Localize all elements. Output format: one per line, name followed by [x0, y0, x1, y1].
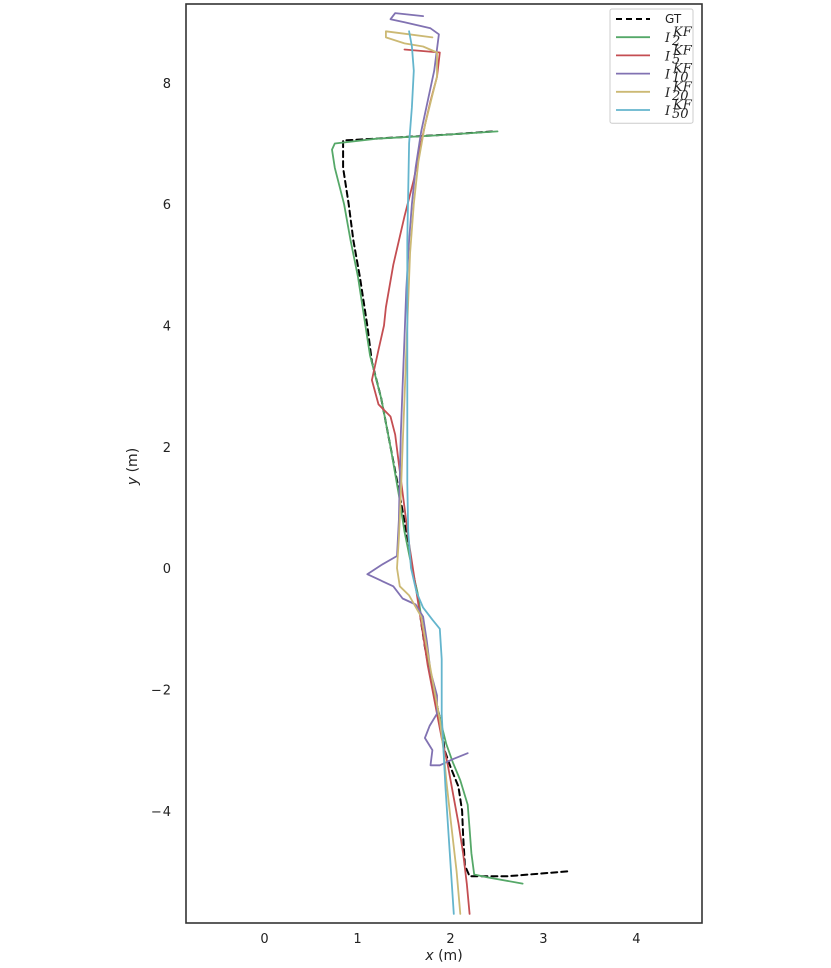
series-line-4 [385, 30, 462, 915]
svg-text:2: 2 [671, 34, 680, 49]
series-line-5 [406, 30, 455, 915]
svg-text:KF: KF [672, 98, 693, 113]
series-layer [331, 12, 569, 915]
svg-text:I: I [664, 31, 671, 46]
series-line-3 [366, 12, 469, 767]
x-ticks: 0 1 2 3 4 [260, 932, 641, 947]
y-tick-label: −2 [151, 683, 172, 698]
x-tick-label: 3 [539, 932, 548, 947]
x-tick-label: 0 [260, 932, 269, 947]
plot-frame [185, 3, 703, 924]
svg-text:I: I [664, 86, 671, 101]
x-axis-label: x (m) [424, 948, 462, 964]
legend-label-0: GT [665, 12, 682, 26]
y-tick-label: 6 [163, 198, 172, 213]
series-line-0 [342, 130, 569, 878]
series-line-2 [371, 48, 471, 915]
y-ticks: −4 −2 0 2 4 6 8 [151, 77, 172, 820]
svg-text:20: 20 [671, 89, 689, 104]
y-tick-label: 2 [163, 441, 172, 456]
svg-text:KF: KF [672, 80, 693, 95]
y-axis-label: y (m) [125, 448, 141, 486]
svg-text:KF: KF [672, 25, 693, 40]
x-tick-label: 2 [446, 932, 455, 947]
y-tick-label: −4 [151, 805, 172, 820]
x-tick-label: 4 [632, 932, 641, 947]
legend-label-2: I KF5 [664, 43, 693, 67]
svg-text:50: 50 [672, 107, 689, 122]
y-tick-label: 0 [163, 562, 172, 577]
x-tick-label: 1 [353, 932, 362, 947]
svg-text:I: I [664, 68, 671, 83]
series-line-1 [331, 130, 524, 885]
svg-text:KF: KF [672, 62, 693, 77]
svg-text:KF: KF [672, 43, 693, 58]
svg-text:10: 10 [672, 71, 689, 86]
y-tick-label: 8 [163, 77, 172, 92]
y-tick-label: 4 [163, 319, 172, 334]
svg-text:5: 5 [672, 52, 680, 67]
legend-label-1: I KF2 [664, 25, 693, 49]
svg-text:I: I [664, 104, 671, 119]
svg-text:I: I [664, 49, 671, 64]
